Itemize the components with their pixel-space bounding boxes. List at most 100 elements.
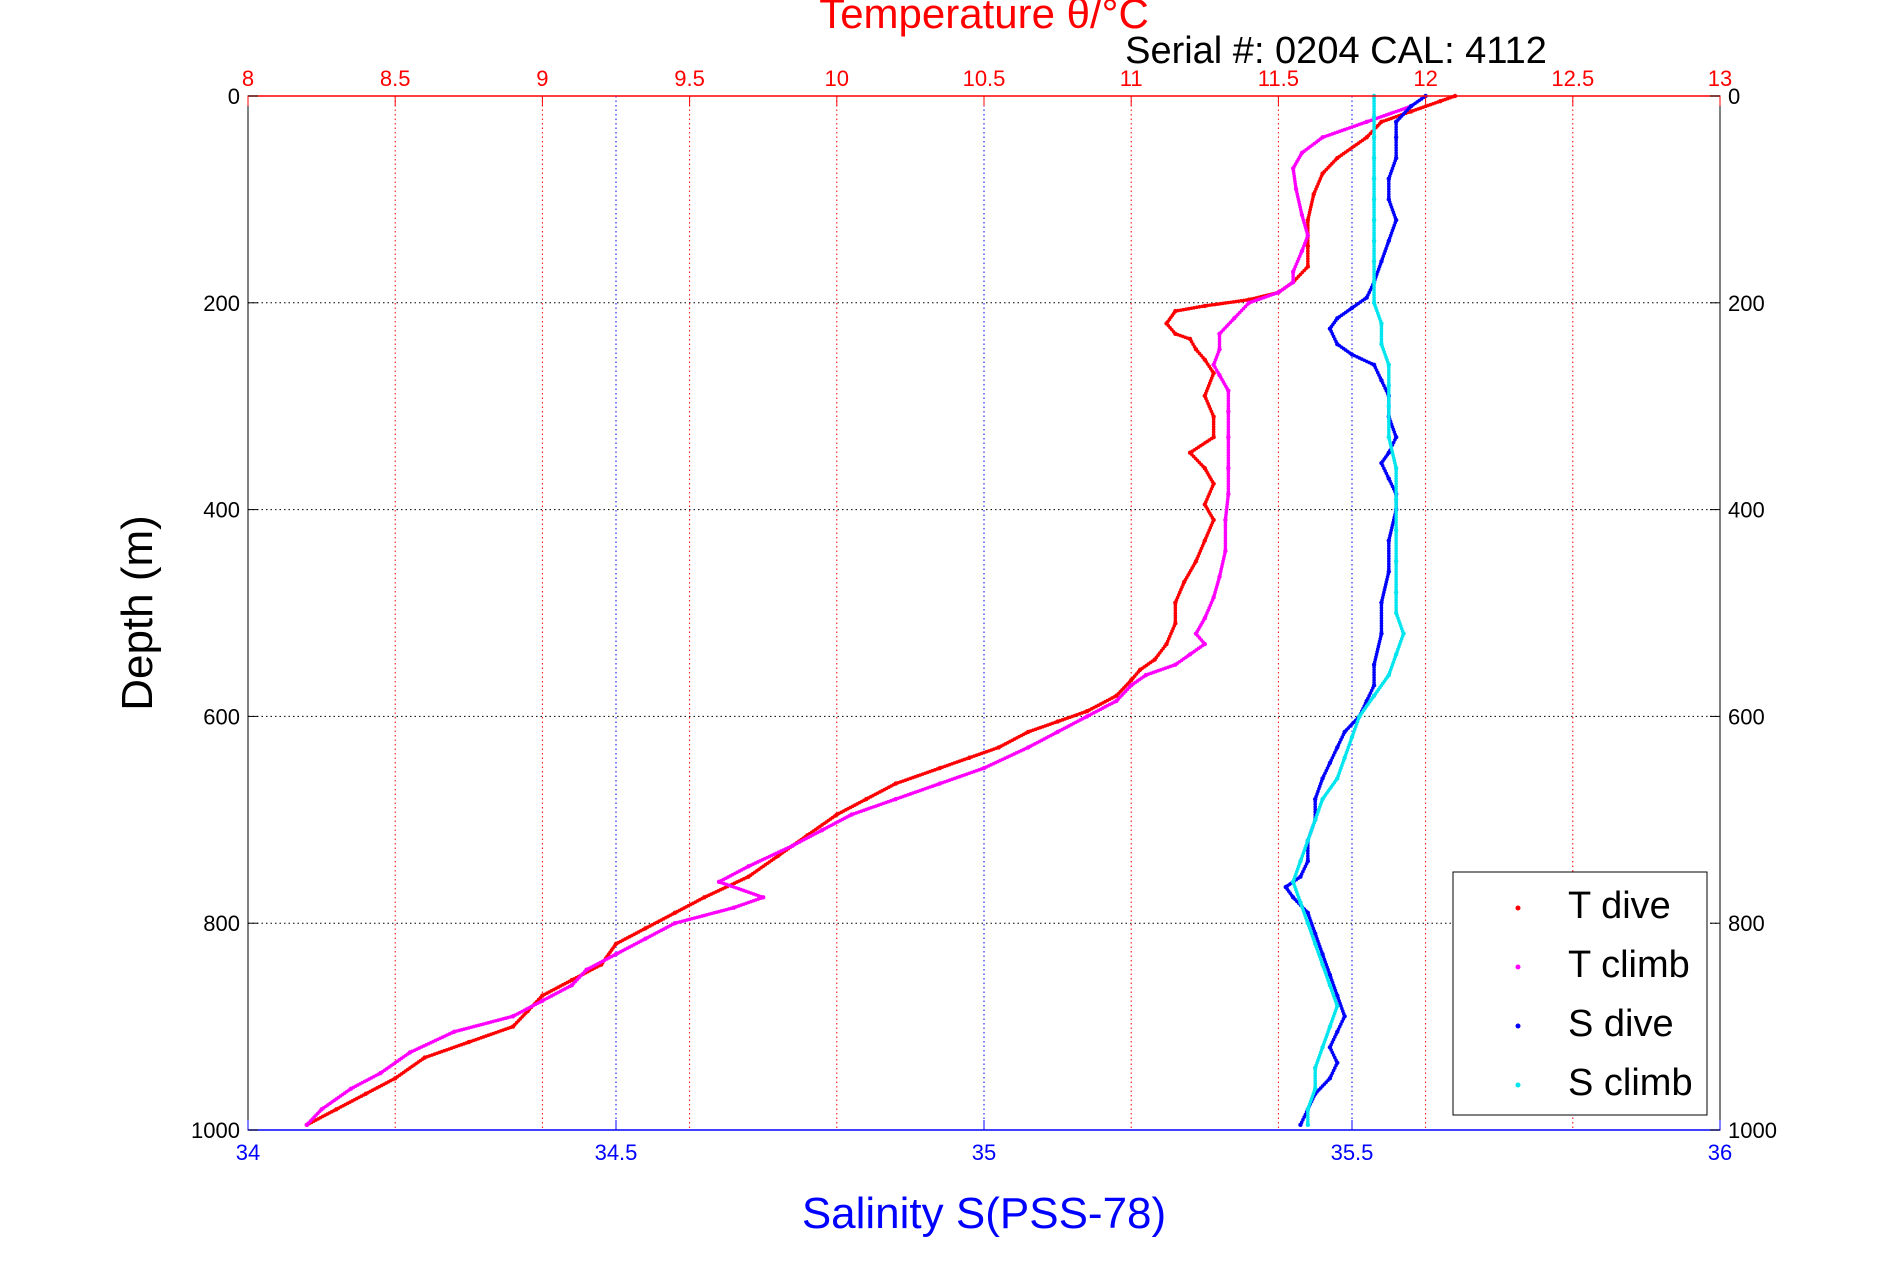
data-point (1393, 559, 1399, 564)
legend-label: T dive (1568, 885, 1671, 927)
data-point (1226, 435, 1231, 440)
trace-dot (1372, 246, 1376, 251)
trace-dot (1226, 401, 1231, 406)
trace-dot (1372, 151, 1376, 155)
trace-dot (1211, 430, 1216, 434)
trace-dot (1379, 326, 1384, 331)
trace-dot (1372, 293, 1376, 297)
temperature-tick-label: 11 (1120, 66, 1143, 91)
data-point (1371, 135, 1377, 140)
trace-dot (1223, 533, 1228, 538)
trace-dot (1223, 523, 1228, 527)
salinity-tick-label: 35 (972, 1140, 996, 1165)
legend-entry-s-dive: S dive (1515, 1003, 1674, 1045)
trace-dot (1173, 613, 1178, 618)
trace-dot (1372, 264, 1376, 269)
trace-dot (1226, 461, 1231, 465)
trace-dot (1379, 334, 1384, 339)
trace-dot (1394, 489, 1398, 494)
trace-dot (1223, 543, 1228, 548)
trace-dot (1313, 807, 1317, 812)
temperature-tick-label: 11.5 (1258, 66, 1299, 91)
trace-dot (1372, 233, 1376, 238)
trace-dot (1387, 422, 1391, 427)
trace-dot (1226, 394, 1231, 398)
trace-dot (1387, 551, 1391, 556)
trace-dot (1387, 427, 1391, 432)
trace-dot (1173, 608, 1178, 613)
trace-dot (1379, 616, 1384, 620)
trace-dot (1372, 145, 1376, 150)
trace-dot (1211, 422, 1216, 427)
trace-dot (1211, 427, 1216, 432)
trace-dot (1226, 479, 1231, 483)
trace-dot (1372, 101, 1376, 106)
trace-dot (1372, 228, 1376, 233)
data-point (1305, 243, 1311, 249)
trace-dot (1178, 308, 1183, 312)
trace-dot (1394, 145, 1398, 150)
trace-dot (1372, 140, 1376, 145)
trace-dot (1394, 595, 1398, 600)
temperature-tick-label: 10 (825, 66, 849, 91)
trace-dot (1217, 334, 1222, 339)
trace-dot (1394, 502, 1398, 507)
trace-dot (1197, 305, 1202, 309)
trace-dot (1306, 249, 1310, 253)
temperature-tick-label: 12.5 (1551, 66, 1594, 91)
trace-dot (1372, 275, 1376, 279)
trace-dot (1306, 251, 1310, 256)
trace-dot (1394, 122, 1398, 127)
trace-dot (1372, 158, 1376, 163)
data-point (1217, 331, 1222, 337)
data-point (1223, 517, 1228, 523)
trace-dot (1372, 251, 1376, 256)
series-s-climb (1290, 93, 1406, 1128)
trace-dot (1387, 187, 1391, 191)
trace-dot (1226, 448, 1231, 452)
legend-marker (1515, 905, 1521, 911)
trace-dot (1394, 487, 1398, 491)
trace-dot (1372, 288, 1376, 292)
trace-dot (1394, 554, 1398, 558)
data-point (1226, 388, 1231, 393)
trace-dot (1372, 220, 1376, 225)
trace-dot (1387, 417, 1391, 421)
trace-dot (1387, 192, 1391, 197)
data-point (1305, 1107, 1311, 1112)
trace-dot (1372, 295, 1376, 300)
trace-dot (1387, 394, 1391, 398)
data-point (1371, 238, 1377, 243)
trace-dot (1394, 580, 1398, 584)
trace-dot (1394, 125, 1398, 129)
y-tick-label-left: 800 (203, 911, 240, 936)
y-tick-label-left: 600 (203, 704, 240, 729)
trace-dot (1394, 572, 1398, 577)
trace-dot (1394, 598, 1398, 602)
trace-dot (1387, 414, 1391, 419)
trace-dot (1387, 378, 1391, 383)
trace-dot (1394, 510, 1398, 514)
trace-dot (1306, 254, 1310, 259)
trace-dot (1226, 425, 1231, 429)
trace-dot (1372, 223, 1376, 228)
trace-dot (1226, 458, 1231, 463)
y-tick-label-left: 200 (203, 291, 240, 316)
data-point (1305, 1122, 1311, 1128)
trace-dot (1306, 1112, 1310, 1117)
trace-dot (1387, 559, 1391, 564)
trace-dot (1223, 520, 1228, 525)
trace-dot (1394, 500, 1398, 504)
data-point (1386, 362, 1392, 368)
trace-dot (1223, 536, 1228, 540)
temperature-tick-label: 8 (242, 66, 254, 91)
y-tick-label-right: 200 (1728, 291, 1765, 316)
trace-dot (1372, 143, 1376, 147)
data-point (1371, 662, 1377, 667)
trace-dot (1387, 543, 1391, 548)
trace-dot (1394, 562, 1398, 566)
trace-dot (1306, 849, 1310, 853)
trace-dot (1394, 471, 1398, 476)
y-tick-label-left: 1000 (191, 1118, 240, 1143)
trace-dot (1372, 254, 1376, 259)
